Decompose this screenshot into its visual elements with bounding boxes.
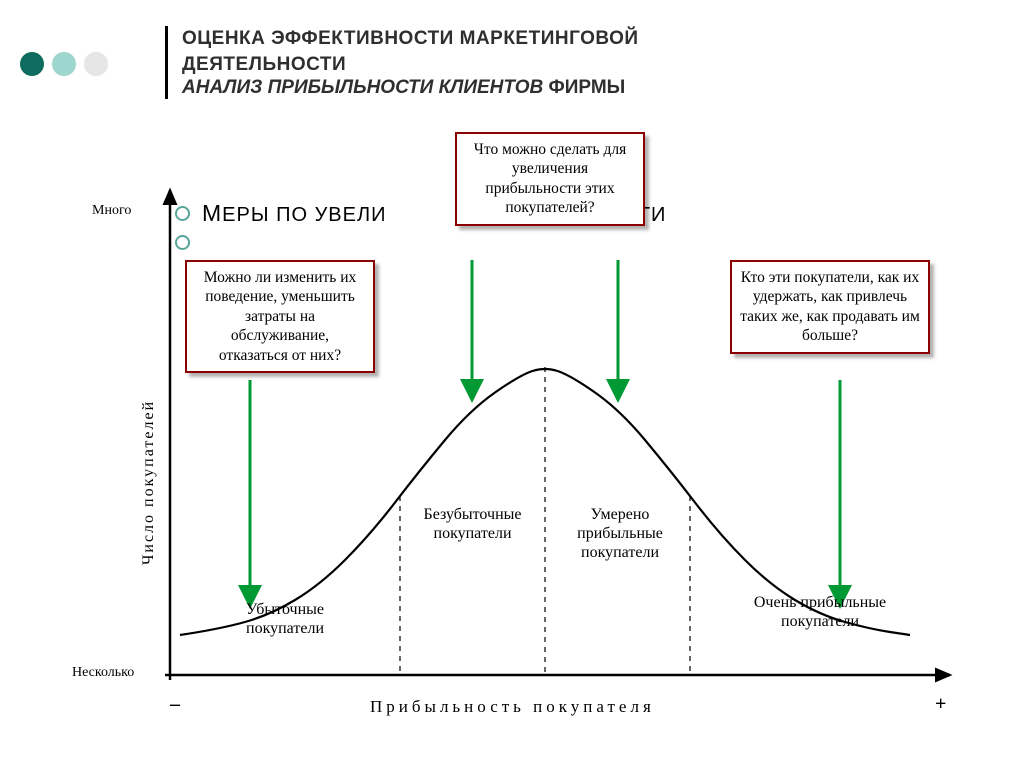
y-tick-bottom: Несколько [72, 665, 134, 681]
segment-1-label: Убыточные покупатели [210, 600, 360, 638]
decor-circle-2 [52, 52, 76, 76]
title-line-2: ДЕЯТЕЛЬНОСТИ [182, 52, 639, 78]
title-line-3: АНАЛИЗ ПРИБЫЛЬНОСТИ КЛИЕНТОВ ФИРМЫ [182, 77, 639, 99]
callout-top: Что можно сделать для увеличения прибыль… [455, 132, 645, 226]
callout-left: Можно ли изменить их поведение, уменьшит… [185, 260, 375, 373]
x-tick-right: + [935, 693, 946, 716]
callout-right: Кто эти покупатели, как их удержать, как… [730, 260, 930, 354]
y-axis-label: Число покупателей [140, 400, 158, 565]
profitability-chart: Много Несколько Число покупателей Прибыл… [120, 185, 970, 725]
y-tick-top: Много [92, 203, 131, 219]
decor-circle-1 [20, 52, 44, 76]
segment-4-label: Очень прибыльные покупатели [745, 593, 895, 631]
segment-3-label: Умерено прибыльные покупатели [555, 505, 685, 563]
segment-2-label: Безубыточные покупатели [405, 505, 540, 543]
slide-title: ОЦЕНКА ЭФФЕКТИВНОСТИ МАРКЕТИНГОВОЙ ДЕЯТЕ… [165, 26, 639, 99]
title-line-1: ОЦЕНКА ЭФФЕКТИВНОСТИ МАРКЕТИНГОВОЙ [182, 26, 639, 52]
decor-circles [20, 52, 108, 76]
decor-circle-3 [84, 52, 108, 76]
x-tick-left: – [170, 693, 180, 716]
x-axis-label: Прибыльность покупателя [370, 697, 655, 717]
